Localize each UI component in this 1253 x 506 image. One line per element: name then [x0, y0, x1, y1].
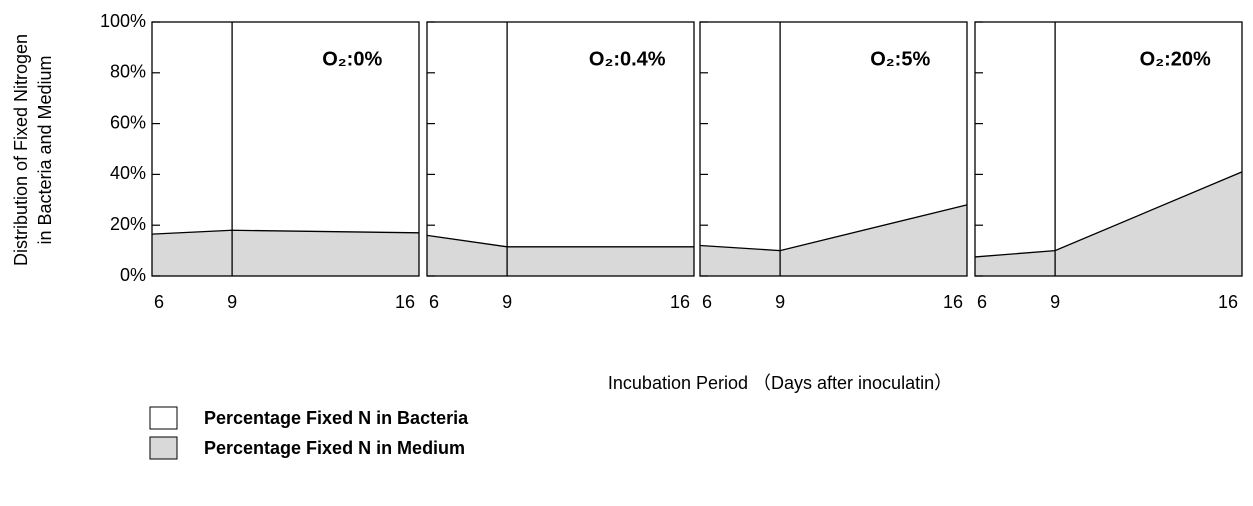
- legend-swatch: [149, 406, 178, 430]
- panel-frame: [151, 21, 420, 277]
- y-tick-label: 0%: [120, 265, 146, 285]
- panel-title: O₂:0.4%: [589, 48, 666, 70]
- y-tick-label: 20%: [110, 214, 146, 234]
- panel-title: O₂:20%: [1140, 48, 1211, 70]
- x-axis-label: Incubation Period （Days after inoculatin…: [608, 373, 952, 393]
- area: [975, 171, 1242, 276]
- x-tick-label: 9: [775, 292, 785, 312]
- area: [152, 230, 419, 276]
- x-tick-label: 16: [395, 292, 415, 312]
- y-tick-label: 100%: [100, 11, 146, 31]
- y-tick-label: 80%: [110, 62, 146, 82]
- x-tick-label: 9: [502, 292, 512, 312]
- x-tick-label: 16: [943, 292, 963, 312]
- y-axis-label: in Bacteria and Medium: [35, 55, 55, 244]
- legend-swatch: [149, 436, 178, 460]
- panel-frame: [974, 21, 1243, 277]
- legend-label: Percentage Fixed N in Bacteria: [204, 408, 469, 428]
- area: [700, 204, 967, 276]
- panel-frame: [699, 21, 968, 277]
- x-tick-label: 6: [154, 292, 164, 312]
- legend-label: Percentage Fixed N in Medium: [204, 438, 465, 458]
- x-tick-label: 16: [1218, 292, 1238, 312]
- x-tick-label: 6: [429, 292, 439, 312]
- y-tick-label: 60%: [110, 112, 146, 132]
- x-tick-label: 9: [227, 292, 237, 312]
- panel-title: O₂:0%: [322, 48, 382, 70]
- x-tick-label: 6: [977, 292, 987, 312]
- x-tick-label: 16: [670, 292, 690, 312]
- x-tick-label: 6: [702, 292, 712, 312]
- panel-frame: [426, 21, 695, 277]
- x-tick-label: 9: [1050, 292, 1060, 312]
- panel-title: O₂:5%: [870, 48, 930, 70]
- y-tick-label: 40%: [110, 163, 146, 183]
- y-axis-label: Distribution of Fixed Nitrogen: [11, 34, 31, 266]
